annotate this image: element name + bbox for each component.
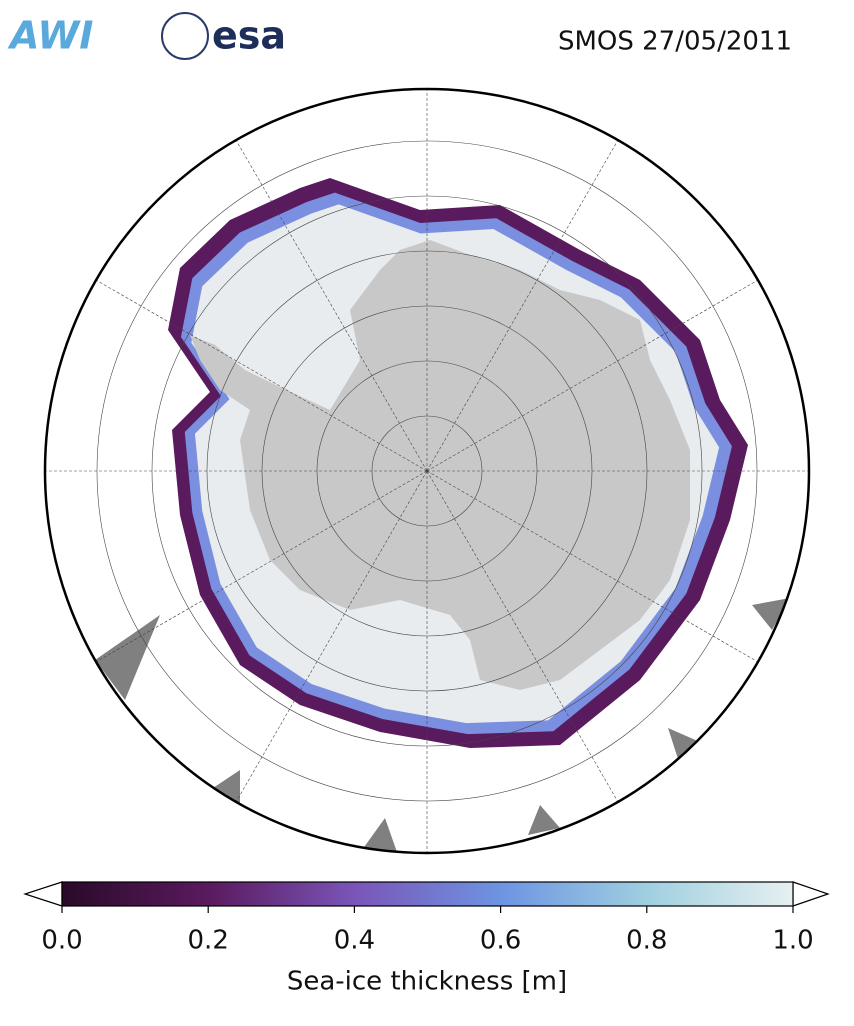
title: SMOS 27/05/2011 [558, 27, 792, 57]
esa-logo: esa [212, 14, 286, 58]
map [45, 89, 809, 853]
map-frame [43, 87, 811, 855]
colorbar [23, 881, 830, 907]
colorbar-tick-label: 0.6 [480, 926, 521, 956]
esa-logo-mark [161, 12, 209, 60]
awi-logo: AWI [7, 14, 93, 58]
graticule [45, 89, 809, 853]
colorbar-label: Sea-ice thickness [m] [287, 967, 567, 997]
colorbar-tick-label: 0.4 [334, 926, 375, 956]
colorbar-gradient [61, 881, 794, 907]
colorbar-tick-label: 0.2 [188, 926, 229, 956]
colorbar-tick-label: 1.0 [772, 926, 813, 956]
colorbar-tick-label: 0.0 [41, 926, 82, 956]
antarctica [190, 240, 690, 690]
colorbar-tick-label: 0.8 [626, 926, 667, 956]
